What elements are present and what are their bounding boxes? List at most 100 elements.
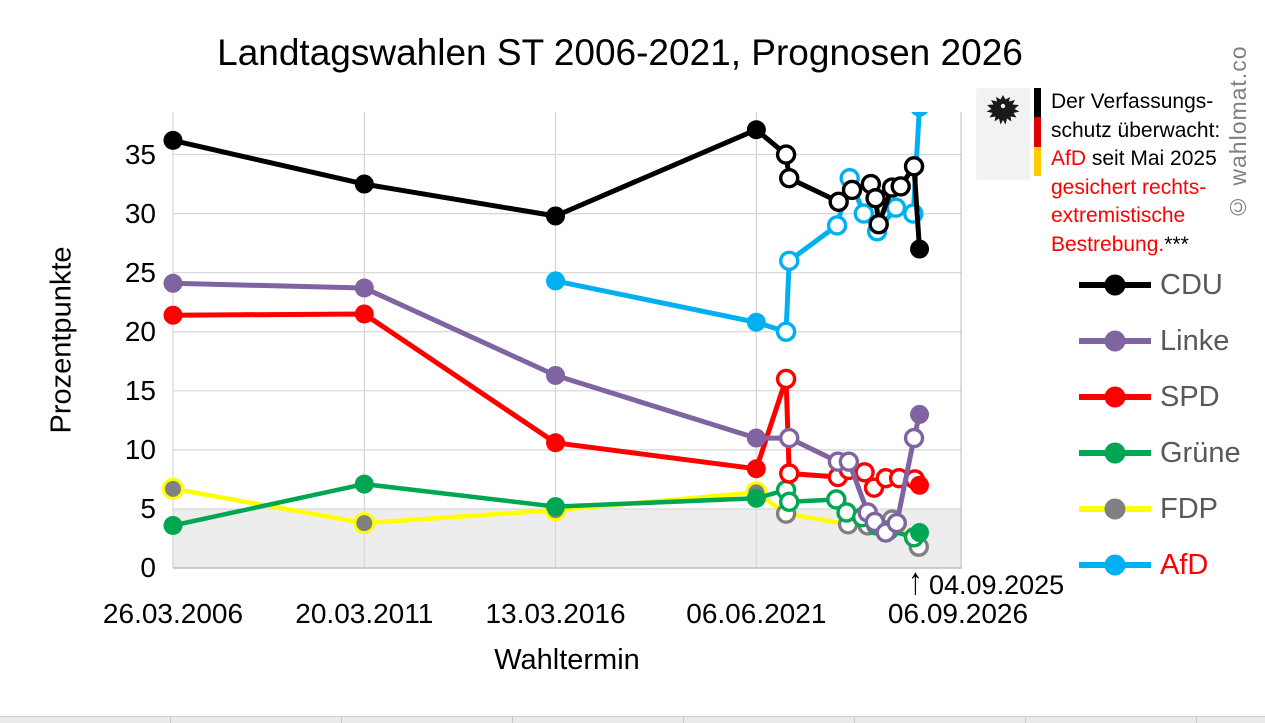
CDU-poll-point: [841, 179, 863, 201]
Grüne-election-point: [163, 515, 183, 535]
legend-item-Grüne: Grüne: [1078, 439, 1241, 468]
note-line: schutz überwacht:: [1051, 118, 1221, 142]
CDU-election-point: [746, 120, 766, 140]
SPD-election-point: [746, 459, 766, 479]
y-axis-title: Prozentpunkte: [45, 246, 78, 434]
Grüne-election-point: [546, 497, 566, 517]
latest-poll-date: 04.09.2025: [929, 570, 1065, 600]
y-tick-label: 20: [124, 315, 156, 347]
legend-label: Linke: [1160, 325, 1230, 357]
note-line: extremistische: [1051, 204, 1186, 227]
y-tick-label: 25: [124, 256, 156, 288]
CDU-poll-point: [865, 188, 886, 209]
Linke-poll-point: [886, 512, 907, 534]
Linke-election-point: [546, 365, 566, 385]
flag-black-stripe: [1034, 88, 1041, 118]
legend-label: FDP: [1160, 493, 1218, 525]
CDU-prognosis-point: [910, 239, 930, 259]
AfD-prognosis-point: [911, 112, 928, 117]
spreadsheet-row-strip: [0, 716, 1265, 723]
y-tick-label: 0: [140, 552, 156, 583]
Linke-prognosis-point: [910, 404, 930, 424]
Grüne-poll-point: [826, 489, 847, 510]
AfD-election-point: [546, 271, 566, 291]
SPD-election-point: [163, 305, 183, 325]
x-axis-title: Wahltermin: [494, 644, 640, 676]
CDU-poll-point: [903, 156, 925, 177]
Linke-election-point: [746, 428, 766, 448]
legend-marker-CDU: [1079, 274, 1151, 296]
legend-item-SPD: SPD: [1078, 381, 1241, 413]
x-tick-label: 13.03.2016: [485, 598, 626, 629]
CDU-poll-point: [779, 167, 800, 189]
legend-item-AfD: AfD: [1078, 549, 1241, 581]
Linke-election-point: [354, 278, 374, 298]
y-tick-label: 35: [124, 138, 156, 170]
legend-marker-SPD: [1079, 386, 1151, 408]
CDU-poll-point: [868, 214, 889, 235]
x-tick-label: 20.03.2011: [295, 598, 434, 629]
page-title: Landtagswahlen ST 2006-2021, Prognosen 2…: [217, 32, 1023, 73]
note-text: Der Verfassungs-schutz überwacht: AfD sei…: [1051, 88, 1236, 259]
flag-gold-stripe: [1034, 146, 1041, 176]
CDU-poll-point: [828, 191, 849, 212]
eagle-glyph: [986, 95, 1020, 125]
note-line: AfD seit Mai 2025: [1051, 147, 1217, 170]
flag-red-stripe: [1034, 117, 1041, 147]
y-tick-label: 10: [124, 433, 156, 465]
note-line: Bestrebung.***: [1051, 232, 1189, 256]
y-tick-label: 15: [124, 374, 156, 406]
legend-item-FDP: FDP: [1078, 493, 1241, 525]
CDU-line: [170, 127, 922, 252]
Linke-poll-point: [838, 451, 860, 472]
verfassungsschutz-note: Der Verfassungs-schutz überwacht: AfD sei…: [976, 88, 1236, 259]
note-line: gesichert rechts-: [1051, 175, 1207, 199]
Grüne-poll-point: [779, 491, 800, 513]
y-tick-label: 5: [140, 492, 156, 524]
SPD-poll-point: [854, 462, 875, 483]
german-flag-bar: [1034, 88, 1041, 176]
AfD-poll-point: [885, 197, 907, 218]
legend-item-CDU: CDU: [1078, 269, 1241, 301]
AfD-election-point: [746, 312, 766, 332]
FDP-election-point: [353, 512, 376, 535]
FDP-election-point: [162, 477, 184, 500]
SPD-election-point: [354, 304, 374, 324]
legend-label: AfD: [1160, 549, 1209, 581]
up-arrow-icon: ↑: [908, 561, 923, 603]
Linke-poll-point: [779, 427, 800, 449]
SPD-poll-point: [775, 368, 797, 390]
SPD-election-point: [546, 433, 566, 453]
CDU-election-point: [163, 130, 183, 150]
Grüne-election-point: [746, 488, 766, 508]
AfD-poll-point: [826, 215, 848, 236]
legend-marker-FDP: [1079, 498, 1151, 520]
Grüne-election-point: [354, 474, 374, 494]
legend-label: CDU: [1160, 269, 1223, 301]
SPD-line: [170, 311, 922, 491]
legend-marker-Linke: [1079, 330, 1151, 352]
legend-marker-Grüne: [1079, 442, 1151, 464]
SPD-poll-point: [779, 463, 800, 484]
AfD-poll-point: [775, 321, 797, 342]
CDU-election-point: [546, 206, 566, 226]
note-line: Der Verfassungs-: [1051, 90, 1214, 113]
CDU-poll-point: [775, 144, 797, 165]
legend-marker-AfD: [1079, 554, 1151, 576]
legend-label: SPD: [1160, 381, 1220, 413]
y-tick-label: 30: [124, 197, 156, 229]
Linke-election-point: [163, 273, 183, 293]
CDU-poll-point: [890, 176, 911, 197]
Linke-poll-point: [903, 427, 925, 449]
SPD-prognosis-point: [910, 475, 930, 495]
plot-area: [162, 112, 962, 569]
x-tick-label: 06.06.2021: [686, 598, 827, 629]
bundesadler-icon: [976, 88, 1030, 180]
x-tick-label: 06.09.2026: [887, 598, 1029, 629]
five-percent-threshold-band: [173, 508, 962, 568]
watermark: © wahlomat.co: [1225, 45, 1251, 220]
x-tick-label: 26.03.2006: [102, 598, 244, 629]
AfD-poll-point: [853, 203, 874, 224]
AfD-poll-point: [779, 250, 800, 272]
